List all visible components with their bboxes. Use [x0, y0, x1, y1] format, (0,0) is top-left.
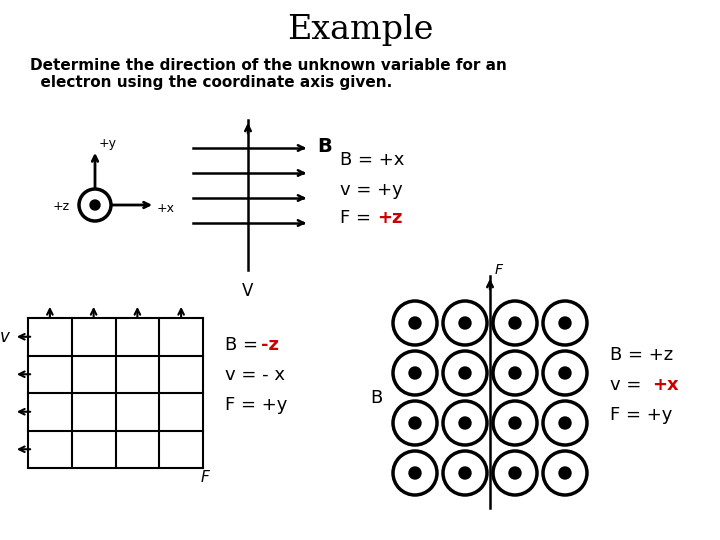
Circle shape [509, 467, 521, 479]
Circle shape [509, 417, 521, 429]
Text: -z: -z [261, 336, 279, 354]
Circle shape [409, 467, 421, 479]
Text: F = +y: F = +y [610, 406, 672, 424]
Circle shape [493, 451, 537, 495]
Circle shape [493, 401, 537, 445]
Text: +z: +z [53, 200, 70, 213]
Circle shape [543, 351, 587, 395]
Circle shape [509, 317, 521, 329]
Circle shape [559, 367, 571, 379]
Circle shape [493, 301, 537, 345]
Circle shape [393, 451, 437, 495]
Circle shape [393, 351, 437, 395]
Text: F: F [201, 470, 210, 485]
Circle shape [543, 451, 587, 495]
Circle shape [393, 401, 437, 445]
Text: v: v [0, 328, 10, 346]
Text: +y: +y [99, 137, 117, 150]
Text: +x: +x [157, 202, 175, 215]
Circle shape [493, 351, 537, 395]
Circle shape [409, 317, 421, 329]
Circle shape [459, 467, 471, 479]
Circle shape [459, 367, 471, 379]
Circle shape [559, 467, 571, 479]
Circle shape [543, 401, 587, 445]
Text: B: B [370, 389, 382, 407]
Circle shape [559, 317, 571, 329]
Text: electron using the coordinate axis given.: electron using the coordinate axis given… [30, 76, 392, 91]
Circle shape [393, 301, 437, 345]
Text: v =: v = [610, 376, 653, 394]
Text: v = - x: v = - x [225, 366, 285, 384]
Text: B: B [317, 137, 332, 156]
Circle shape [443, 401, 487, 445]
Text: F: F [495, 263, 503, 277]
Text: Example: Example [287, 14, 433, 46]
Circle shape [443, 301, 487, 345]
Text: v = +y: v = +y [340, 181, 402, 199]
Circle shape [409, 417, 421, 429]
Circle shape [459, 317, 471, 329]
Circle shape [409, 367, 421, 379]
Text: B = +z: B = +z [610, 346, 673, 364]
Text: B = +x: B = +x [340, 151, 405, 169]
Text: +x: +x [652, 376, 679, 394]
Text: V: V [243, 282, 253, 300]
Circle shape [459, 417, 471, 429]
Text: F = +y: F = +y [225, 396, 287, 414]
Circle shape [79, 189, 111, 221]
Text: +z: +z [377, 209, 402, 227]
Circle shape [443, 351, 487, 395]
Circle shape [90, 200, 100, 210]
Text: B =: B = [225, 336, 264, 354]
Circle shape [509, 367, 521, 379]
Circle shape [443, 451, 487, 495]
Text: F =: F = [340, 209, 377, 227]
Circle shape [559, 417, 571, 429]
Circle shape [543, 301, 587, 345]
Text: Determine the direction of the unknown variable for an: Determine the direction of the unknown v… [30, 57, 507, 72]
